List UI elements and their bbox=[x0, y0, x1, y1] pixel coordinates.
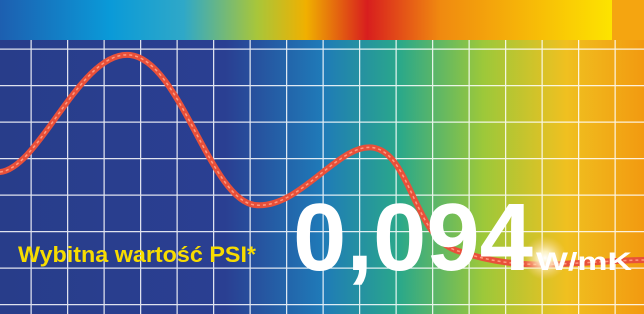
tagline: Wybitna wartość PSI* bbox=[18, 242, 256, 267]
banner: Wybitna wartość PSI* 0,094 W/mK bbox=[0, 0, 644, 314]
unit: W/mK bbox=[536, 248, 632, 276]
page: Wybitna wartość PSI* 0,094 W/mK (() => {… bbox=[0, 0, 644, 314]
value: 0,094 bbox=[293, 184, 533, 291]
color-bar-end bbox=[612, 0, 644, 40]
color-bar bbox=[0, 0, 612, 40]
